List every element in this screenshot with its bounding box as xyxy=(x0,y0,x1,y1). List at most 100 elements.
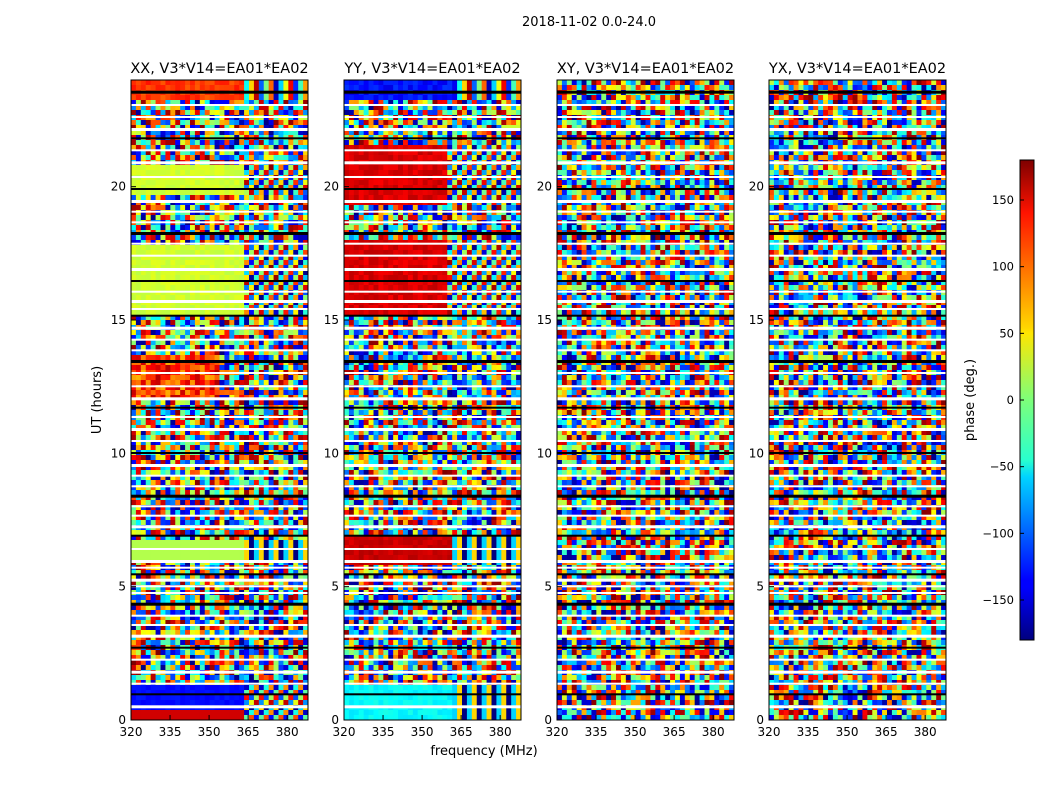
heatmap-cell xyxy=(388,95,394,101)
heatmap-cell xyxy=(165,275,171,281)
heatmap-cell xyxy=(239,575,245,581)
heatmap-cell xyxy=(239,545,245,551)
heatmap-cell xyxy=(432,110,438,116)
heatmap-cell xyxy=(194,665,201,671)
heatmap-cell xyxy=(150,540,157,546)
heatmap-cell xyxy=(224,545,230,551)
heatmap-cell xyxy=(273,685,279,691)
heatmap-cell xyxy=(214,275,220,281)
heatmap-cell xyxy=(185,510,191,516)
heatmap-cell xyxy=(131,605,137,611)
heatmap-cell xyxy=(293,365,299,371)
heatmap-cell xyxy=(234,280,240,286)
x-tick-label: 335 xyxy=(159,725,182,739)
heatmap-cell xyxy=(175,195,181,201)
heatmap-cell xyxy=(209,145,216,151)
heatmap-cell xyxy=(170,580,176,586)
heatmap-cell xyxy=(199,435,206,441)
heatmap-cell xyxy=(160,495,166,501)
heatmap-cell xyxy=(224,425,230,431)
heatmap-cell xyxy=(224,95,230,101)
heatmap-cell xyxy=(214,520,220,526)
heatmap-cell xyxy=(214,430,220,436)
flagged-row xyxy=(131,548,308,550)
heatmap-cell xyxy=(278,105,284,111)
heatmap-cell xyxy=(175,695,181,701)
heatmap-cell xyxy=(204,630,211,636)
heatmap-cell xyxy=(214,610,220,616)
heatmap-cell xyxy=(214,630,220,636)
heatmap-cell xyxy=(239,520,245,526)
heatmap-cell xyxy=(224,555,230,561)
heatmap-cell xyxy=(303,530,309,536)
heatmap-cell xyxy=(303,350,309,356)
heatmap-cell xyxy=(194,235,201,241)
heatmap-cell xyxy=(165,185,171,191)
heatmap-cell xyxy=(131,440,137,446)
heatmap-cell xyxy=(263,205,270,211)
heatmap-cell xyxy=(283,100,289,106)
heatmap-cell xyxy=(155,125,161,131)
heatmap-cell xyxy=(258,110,265,116)
flagged-row xyxy=(131,360,308,363)
heatmap-cell xyxy=(209,380,216,386)
heatmap-cell xyxy=(303,625,309,631)
heatmap-cell xyxy=(278,110,284,116)
heatmap-cell xyxy=(442,85,448,91)
heatmap-cell xyxy=(298,605,304,611)
heatmap-cell xyxy=(170,420,176,426)
heatmap-cell xyxy=(194,655,201,661)
heatmap-cell xyxy=(219,140,225,146)
heatmap-cell xyxy=(244,365,250,371)
heatmap-cell xyxy=(165,305,171,311)
heatmap-cell xyxy=(263,420,270,426)
heatmap-cell xyxy=(160,490,166,496)
heatmap-cell xyxy=(244,210,250,216)
heatmap-cell xyxy=(185,320,191,326)
heatmap-cell xyxy=(180,710,186,716)
heatmap-cell xyxy=(155,470,161,476)
heatmap-cell xyxy=(278,190,284,196)
heatmap-cell xyxy=(234,655,240,661)
heatmap-cell xyxy=(491,85,497,91)
heatmap-cell xyxy=(175,605,181,611)
heatmap-cell xyxy=(229,315,235,321)
heatmap-cell xyxy=(214,315,220,321)
heatmap-cell xyxy=(278,530,284,536)
heatmap-cell xyxy=(209,465,216,471)
heatmap-cell xyxy=(249,140,255,146)
heatmap-cell xyxy=(165,675,171,681)
heatmap-cell xyxy=(170,255,176,261)
heatmap-cell xyxy=(194,580,201,586)
heatmap-cell xyxy=(131,280,137,286)
heatmap-cell xyxy=(175,320,181,326)
heatmap-cell xyxy=(293,435,299,441)
heatmap-cell xyxy=(253,335,260,341)
heatmap-cell xyxy=(476,105,483,111)
heatmap-cell xyxy=(165,375,171,381)
heatmap-cell xyxy=(204,535,211,541)
heatmap-cell xyxy=(239,165,245,171)
heatmap-cell xyxy=(234,555,240,561)
heatmap-cell xyxy=(258,365,265,371)
heatmap-cell xyxy=(283,290,289,296)
heatmap-cell xyxy=(204,245,211,251)
heatmap-cell xyxy=(185,475,191,481)
heatmap-cell xyxy=(278,350,284,356)
heatmap-cell xyxy=(199,580,206,586)
heatmap-cell xyxy=(135,605,142,611)
heatmap-cell xyxy=(165,205,171,211)
heatmap-cell xyxy=(150,335,157,341)
heatmap-cell xyxy=(170,540,176,546)
heatmap-cell xyxy=(234,385,240,391)
heatmap-cell xyxy=(199,445,206,451)
heatmap-cell xyxy=(170,85,176,91)
heatmap-cell xyxy=(170,690,176,696)
heatmap-cell xyxy=(150,700,157,706)
heatmap-cell xyxy=(234,520,240,526)
heatmap-cell xyxy=(283,435,289,441)
heatmap-cell xyxy=(199,80,206,86)
heatmap-cell xyxy=(150,505,157,511)
heatmap-cell xyxy=(194,205,201,211)
heatmap-cell xyxy=(298,330,304,336)
